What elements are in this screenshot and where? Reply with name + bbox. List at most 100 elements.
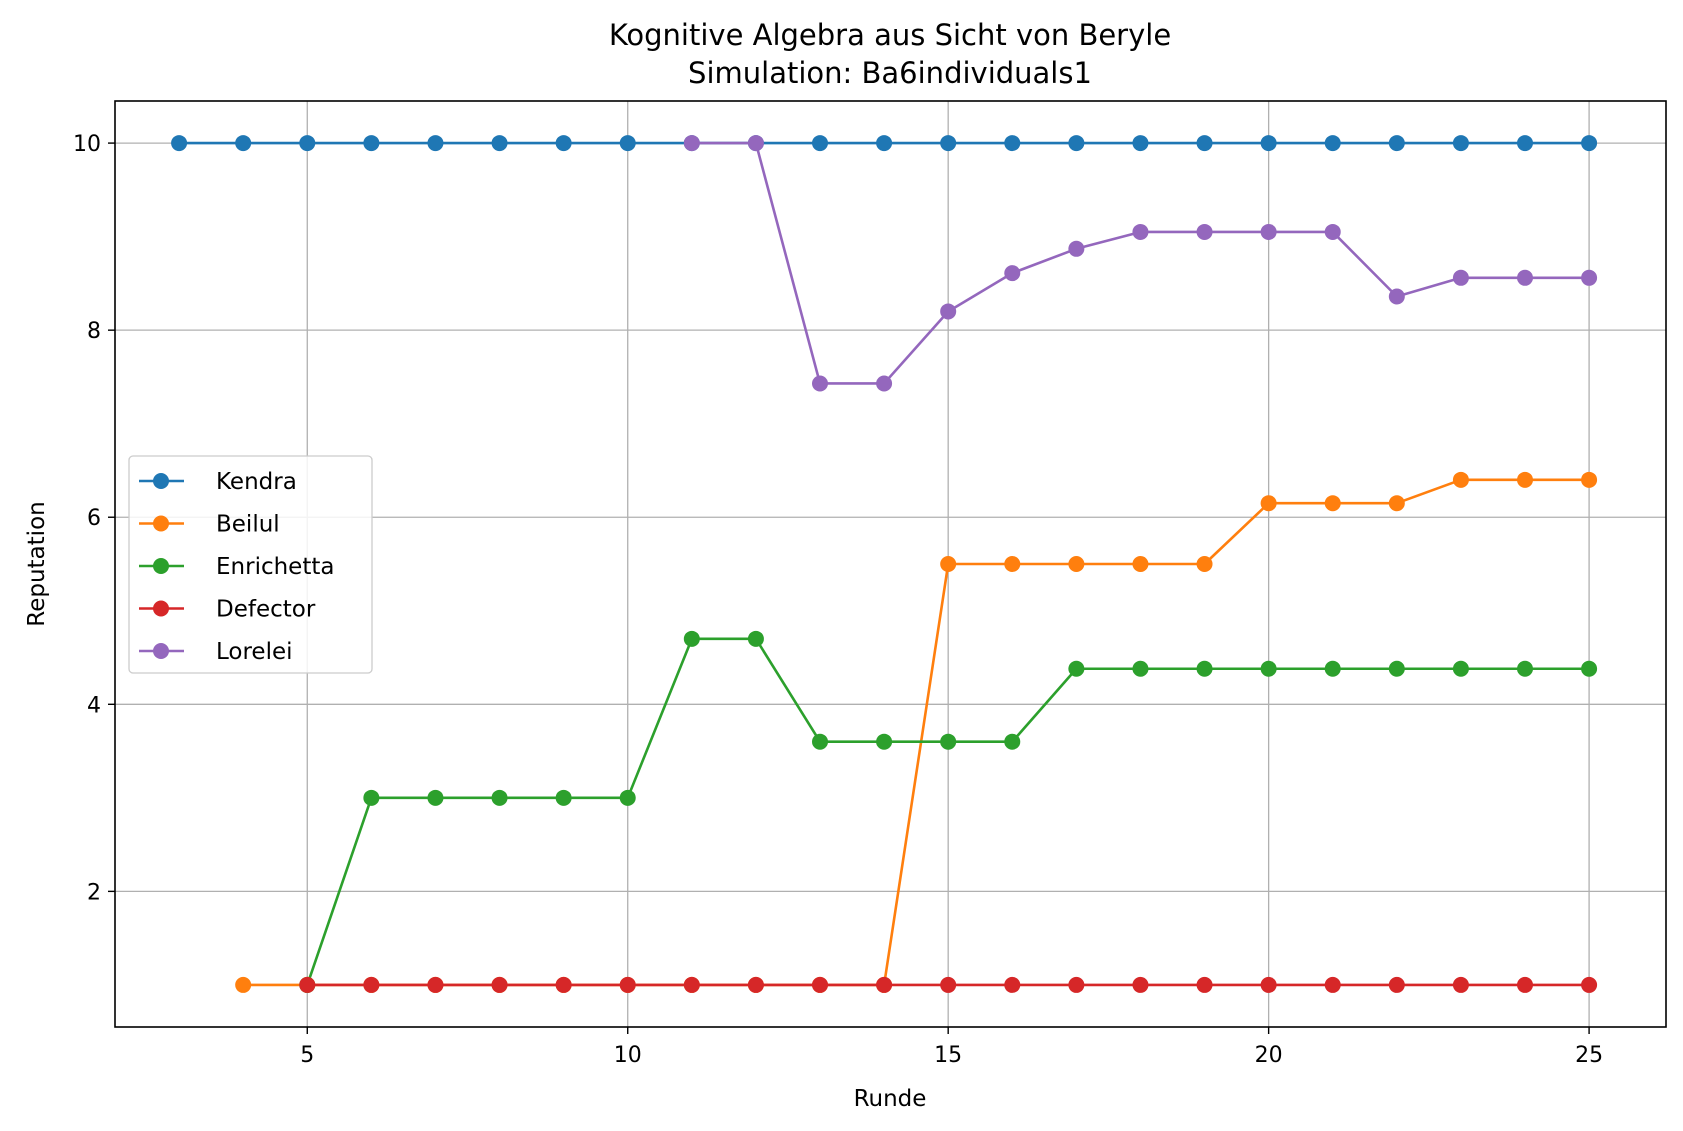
data-point-defector	[1324, 976, 1341, 993]
data-point-beilul	[1004, 556, 1021, 572]
data-point-lorelei	[683, 135, 700, 152]
data-point-lorelei	[1452, 269, 1469, 286]
data-point-defector	[427, 976, 444, 993]
data-point-defector	[619, 976, 636, 993]
legend-entry: Kendra	[139, 469, 297, 495]
series-defector	[299, 976, 1598, 993]
data-point-enrichetta	[940, 733, 957, 750]
data-point-kendra	[1004, 135, 1021, 152]
data-point-enrichetta	[876, 733, 893, 750]
data-point-defector	[812, 976, 828, 993]
series-kendra	[171, 135, 1598, 152]
y-tick-label: 4	[87, 693, 101, 718]
data-point-enrichetta	[1388, 660, 1405, 677]
data-point-defector	[299, 976, 316, 993]
legend-marker	[153, 558, 169, 574]
data-point-beilul	[1581, 471, 1598, 488]
data-point-lorelei	[1132, 223, 1149, 240]
legend-entry: Lorelei	[139, 639, 293, 665]
data-point-enrichetta	[1068, 660, 1085, 677]
legend-marker	[153, 643, 169, 659]
chart-title: Kognitive Algebra aus Sicht von Beryle	[609, 18, 1171, 52]
data-point-defector	[1452, 976, 1469, 993]
data-point-enrichetta	[683, 630, 700, 647]
data-point-defector	[491, 976, 508, 993]
data-point-beilul	[1260, 495, 1277, 512]
legend-entry: Enrichetta	[139, 554, 334, 580]
legend-label: Beilul	[216, 512, 280, 538]
x-tick-label: 10	[614, 1043, 642, 1068]
data-point-defector	[876, 976, 893, 993]
legend-marker	[153, 600, 169, 617]
data-point-enrichetta	[1517, 660, 1533, 677]
legend-label: Defector	[216, 597, 316, 623]
data-point-enrichetta	[812, 733, 828, 750]
data-point-lorelei	[1196, 223, 1213, 240]
legend: Kendra Beilul Enrichetta Defector Lorelei	[128, 455, 373, 674]
data-point-defector	[1517, 976, 1533, 993]
data-point-enrichetta	[1452, 660, 1469, 677]
data-point-enrichetta	[1004, 733, 1021, 750]
y-tick-label: 2	[87, 880, 101, 905]
data-point-defector	[1260, 976, 1277, 993]
data-point-beilul	[1452, 471, 1469, 488]
series-line-beilul	[243, 478, 1590, 987]
y-tick-label: 10	[73, 132, 101, 157]
legend-box	[128, 455, 373, 674]
data-point-lorelei	[1068, 240, 1085, 257]
data-point-lorelei	[1260, 223, 1277, 240]
data-point-enrichetta	[1132, 660, 1149, 677]
data-point-defector	[1388, 976, 1405, 993]
data-point-lorelei	[1581, 269, 1598, 286]
x-tick-label: 15	[934, 1043, 962, 1068]
series-line-lorelei	[691, 141, 1590, 385]
data-point-beilul	[1324, 495, 1341, 512]
legend-label: Kendra	[216, 469, 297, 495]
data-point-kendra	[363, 135, 380, 152]
data-point-kendra	[1068, 135, 1085, 152]
data-point-lorelei	[1517, 269, 1533, 286]
data-point-enrichetta	[619, 789, 636, 806]
data-point-kendra	[1517, 135, 1533, 152]
y-tick-label: 8	[87, 319, 101, 344]
data-point-enrichetta	[555, 789, 572, 806]
data-point-lorelei	[747, 135, 764, 152]
data-point-enrichetta	[1196, 660, 1213, 677]
data-point-lorelei	[1324, 223, 1341, 240]
data-point-enrichetta	[363, 789, 380, 806]
plot-frame	[114, 100, 1667, 1028]
data-point-enrichetta	[427, 789, 444, 806]
series-lorelei	[683, 135, 1598, 392]
data-point-kendra	[876, 135, 893, 152]
data-point-kendra	[940, 135, 957, 152]
legend-label: Enrichetta	[216, 554, 334, 580]
data-point-enrichetta	[1324, 660, 1341, 677]
data-point-defector	[1004, 976, 1021, 993]
data-point-kendra	[555, 135, 572, 152]
data-point-defector	[683, 976, 700, 993]
legend-entry: Defector	[139, 597, 316, 623]
data-point-kendra	[171, 135, 188, 152]
data-point-defector	[1068, 976, 1085, 993]
x-tick-label: 5	[300, 1043, 314, 1068]
ticks: 5 10 15 20 25 2 4 6 8 10	[73, 132, 1603, 1068]
data-point-lorelei	[876, 375, 893, 392]
data-point-beilul	[1388, 495, 1405, 512]
data-point-kendra	[619, 135, 636, 152]
data-point-enrichetta	[1260, 660, 1277, 677]
x-axis-label: Runde	[854, 1086, 927, 1112]
data-point-beilul	[1196, 556, 1213, 572]
data-point-beilul	[940, 556, 957, 572]
data-point-beilul	[235, 976, 252, 993]
data-point-defector	[747, 976, 764, 993]
data-point-kendra	[235, 135, 252, 152]
data-point-kendra	[1324, 135, 1341, 152]
series-layer	[171, 135, 1598, 993]
data-point-kendra	[427, 135, 444, 152]
data-point-enrichetta	[491, 789, 508, 806]
data-point-defector	[1132, 976, 1149, 993]
data-point-kendra	[1581, 135, 1598, 152]
data-point-kendra	[1196, 135, 1213, 152]
data-point-defector	[940, 976, 957, 993]
